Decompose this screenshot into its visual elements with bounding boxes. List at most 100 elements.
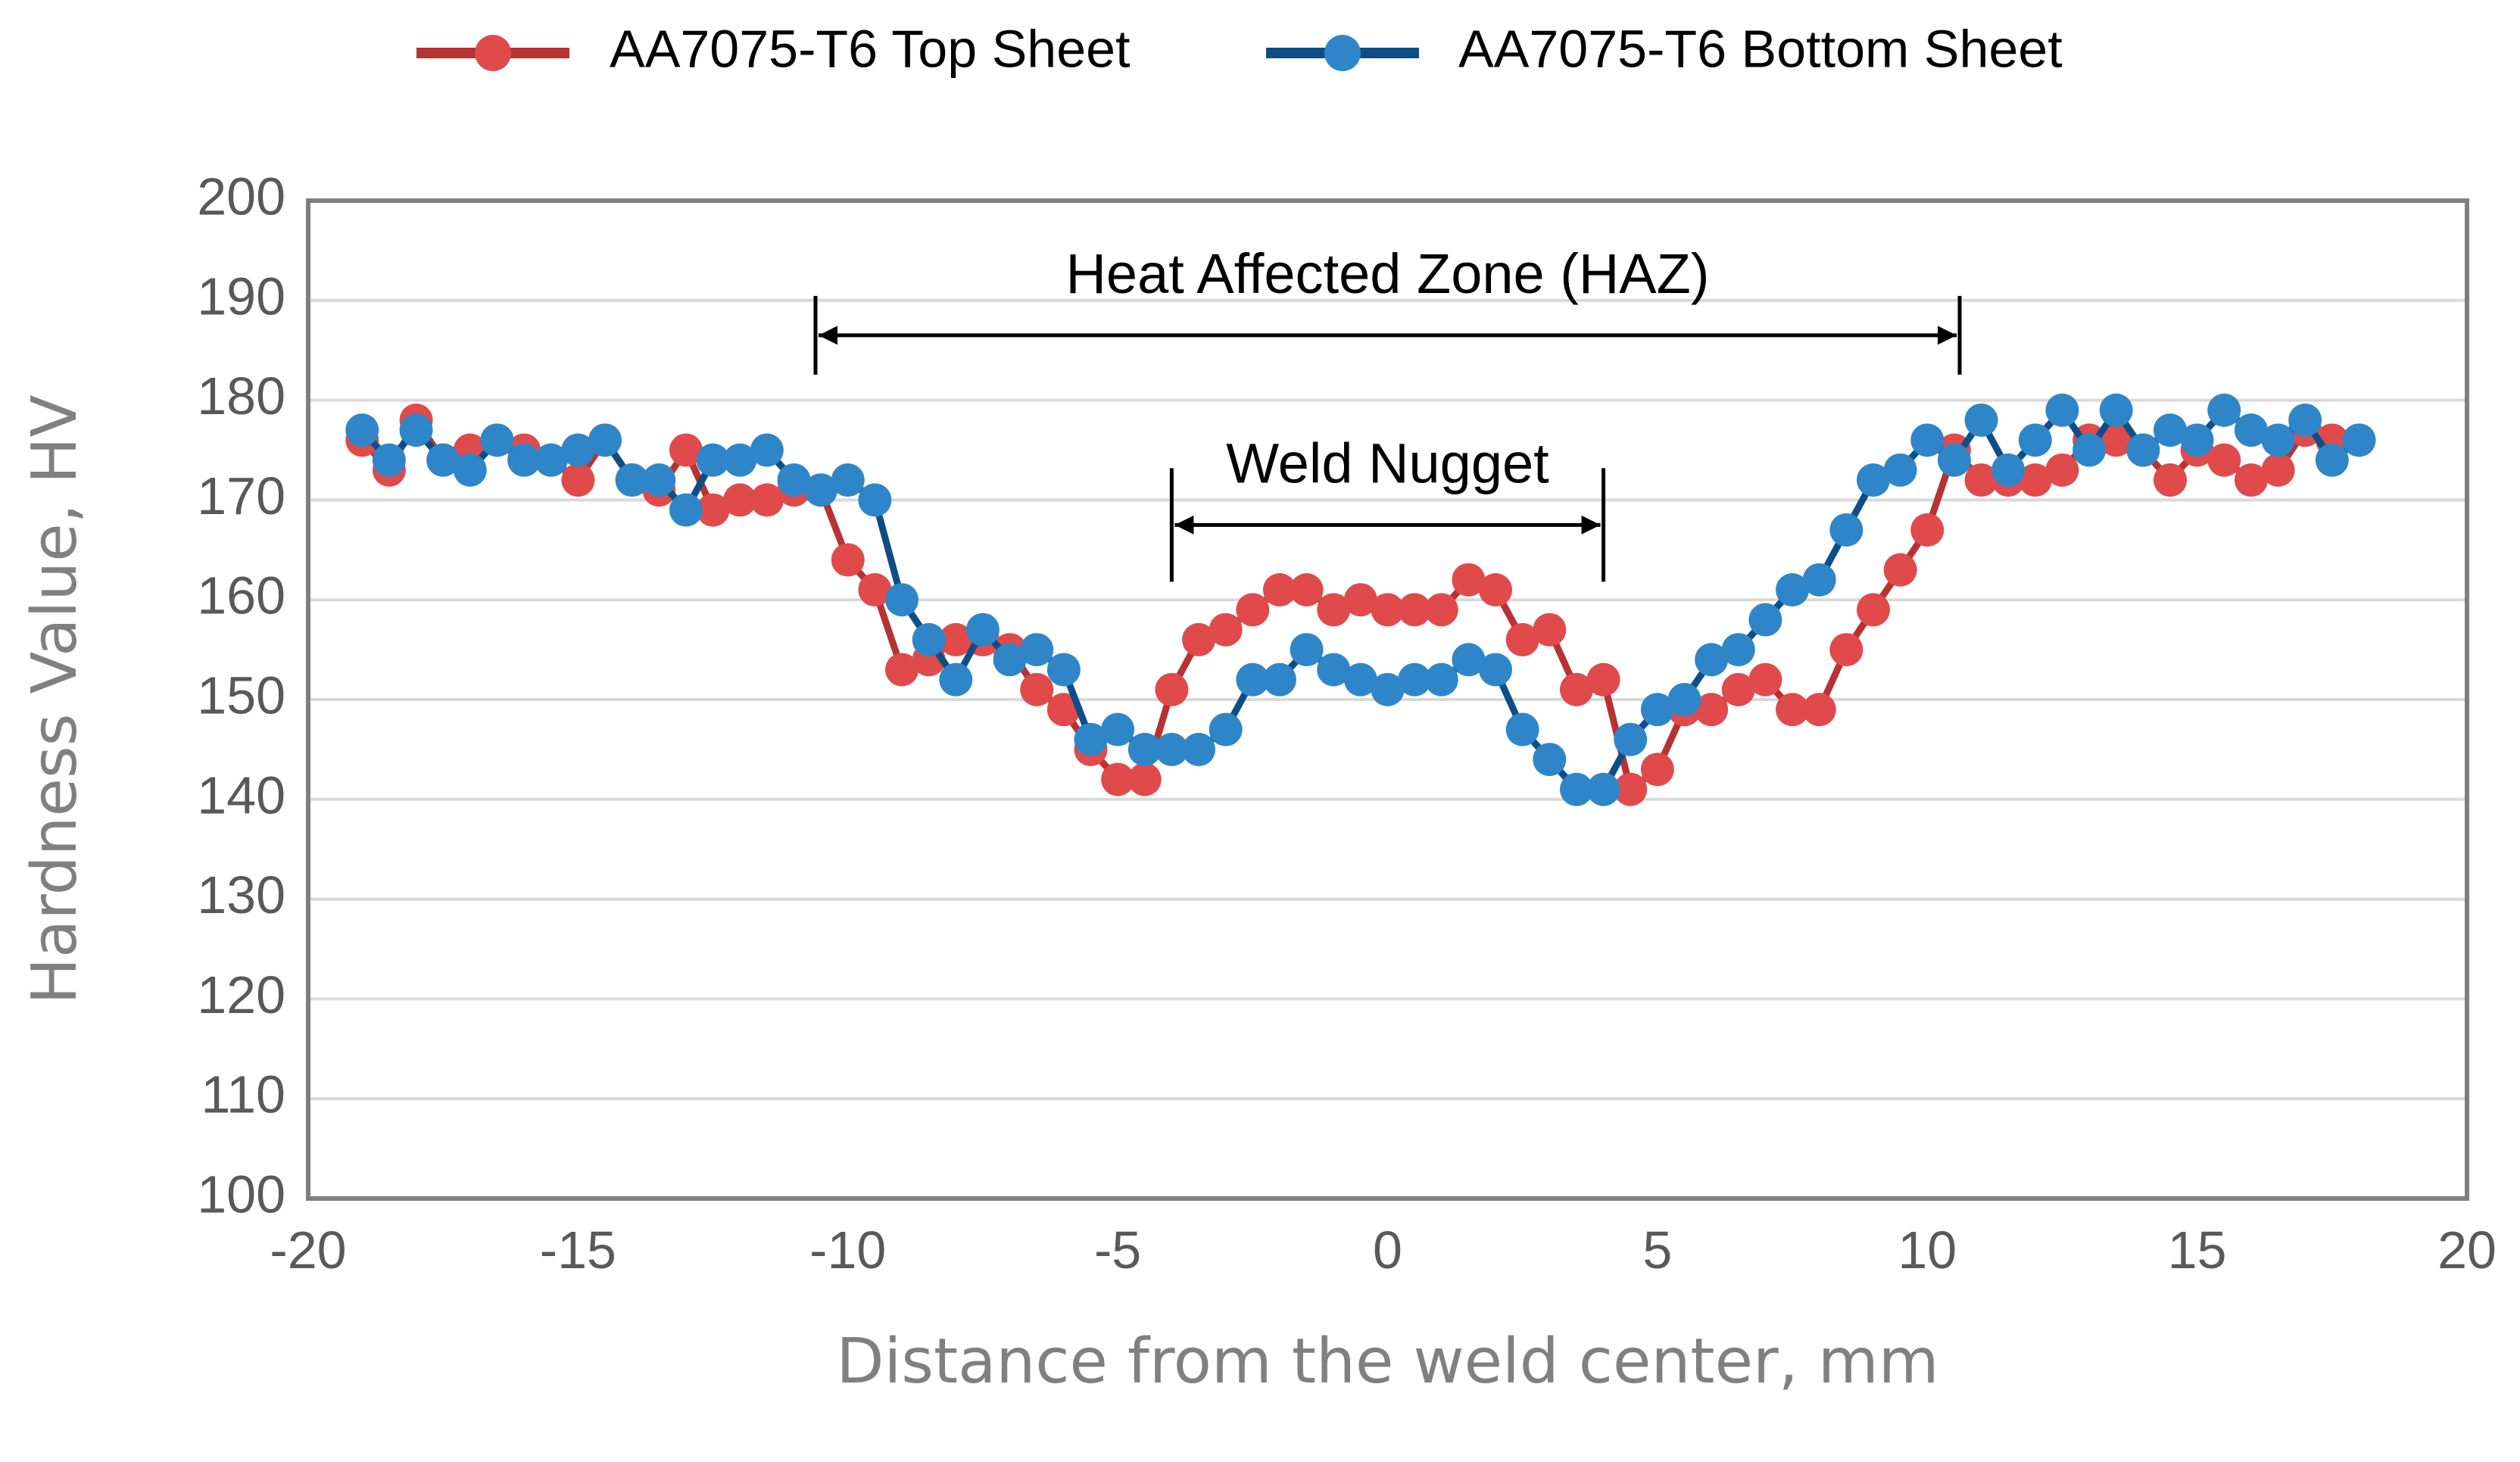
y-tick-label: 130 (197, 865, 285, 924)
data-point (561, 433, 595, 467)
y-tick-label: 120 (197, 965, 285, 1024)
y-axis-title: Hardness Value, HV (19, 394, 91, 1004)
data-point (534, 443, 568, 477)
data-point (1640, 693, 1674, 727)
data-point (1748, 662, 1782, 697)
data-point (2153, 413, 2187, 447)
data-point (1343, 662, 1377, 697)
data-point (1182, 732, 1216, 766)
data-point (1127, 732, 1162, 766)
data-point (1262, 662, 1296, 697)
legend-label: AA7075-T6 Bottom Sheet (1458, 19, 2063, 78)
data-point (885, 583, 919, 617)
legend: AA7075-T6 Top Sheet AA7075-T6 Bottom Shee… (416, 19, 2063, 78)
data-point (1586, 772, 1620, 806)
data-point (1910, 423, 1945, 457)
data-point (1398, 593, 1432, 627)
data-point (696, 443, 730, 477)
data-point (480, 423, 514, 457)
data-point (669, 433, 703, 467)
data-point (1290, 633, 1324, 667)
data-point (2018, 463, 2052, 497)
data-point (1236, 662, 1270, 697)
data-point (993, 643, 1027, 677)
data-point (831, 463, 865, 497)
x-tick-label: -20 (270, 1220, 346, 1280)
data-point (1101, 762, 1135, 796)
data-point (1721, 672, 1755, 706)
data-point (912, 622, 946, 656)
data-point (1776, 573, 1810, 607)
data-point (2315, 443, 2349, 477)
data-point (1559, 772, 1593, 806)
data-point (723, 483, 757, 517)
data-series (345, 393, 2376, 806)
legend-item-bottom-sheet[interactable]: AA7075-T6 Bottom Sheet (1266, 19, 2063, 78)
data-point (1695, 643, 1729, 677)
annotation-label: Heat Affected Zone (HAZ) (1065, 242, 1709, 305)
data-point (2234, 463, 2268, 497)
data-point (2342, 423, 2376, 457)
legend-marker (1324, 35, 1361, 71)
data-point (1155, 672, 1189, 706)
data-point (1802, 693, 1836, 727)
y-tick-label: 100 (197, 1164, 285, 1224)
data-point (2045, 453, 2079, 487)
x-axis-ticks: -20 -15 -10 -5 0 5 10 15 20 (270, 1220, 2497, 1280)
data-point (453, 453, 487, 487)
data-point (777, 463, 811, 497)
y-tick-label: 110 (201, 1065, 285, 1124)
data-point (561, 463, 595, 497)
data-point (750, 483, 784, 517)
x-tick-label: -15 (540, 1220, 616, 1280)
data-point (1586, 662, 1620, 697)
y-tick-label: 180 (197, 366, 285, 426)
data-point (1614, 772, 1648, 806)
data-point (1721, 633, 1755, 667)
data-point (2153, 463, 2187, 497)
data-point (1856, 593, 1890, 627)
data-point (399, 413, 433, 447)
data-point (1262, 573, 1296, 607)
data-point (1343, 583, 1377, 617)
axis-titles: Distance from the weld center, mm Hardnes… (19, 394, 1939, 1398)
data-point (1101, 712, 1135, 747)
data-point (1505, 622, 1539, 656)
data-point (858, 573, 892, 607)
data-point (1236, 593, 1270, 627)
weld-nugget-annotation: Weld Nugget (1169, 432, 1606, 582)
data-point (939, 662, 973, 697)
data-point (858, 483, 892, 517)
data-point (1074, 722, 1108, 756)
x-tick-label: 5 (1642, 1220, 1672, 1280)
data-point (831, 543, 865, 577)
data-point (885, 653, 919, 687)
data-point (2207, 443, 2241, 477)
data-point (2261, 423, 2295, 457)
data-point (1856, 463, 1890, 497)
data-point (507, 443, 541, 477)
data-point (2018, 423, 2052, 457)
x-tick-label: 20 (2437, 1220, 2497, 1280)
data-point (1479, 653, 1513, 687)
data-point (1559, 672, 1593, 706)
data-point (372, 443, 406, 477)
data-point (1317, 593, 1351, 627)
plot-border (306, 198, 2469, 1201)
y-tick-label: 140 (197, 765, 285, 825)
data-point (1776, 693, 1810, 727)
data-point (1533, 743, 1567, 777)
data-point (1155, 732, 1189, 766)
data-point (1371, 593, 1405, 627)
data-point (1127, 762, 1162, 796)
data-point (2045, 393, 2079, 427)
data-point (642, 463, 676, 497)
legend-item-top-sheet[interactable]: AA7075-T6 Top Sheet (416, 19, 1131, 78)
y-tick-label: 200 (197, 167, 285, 226)
data-point (804, 473, 838, 507)
data-point (1829, 513, 1863, 547)
data-point (1910, 513, 1945, 547)
data-point (939, 622, 973, 656)
